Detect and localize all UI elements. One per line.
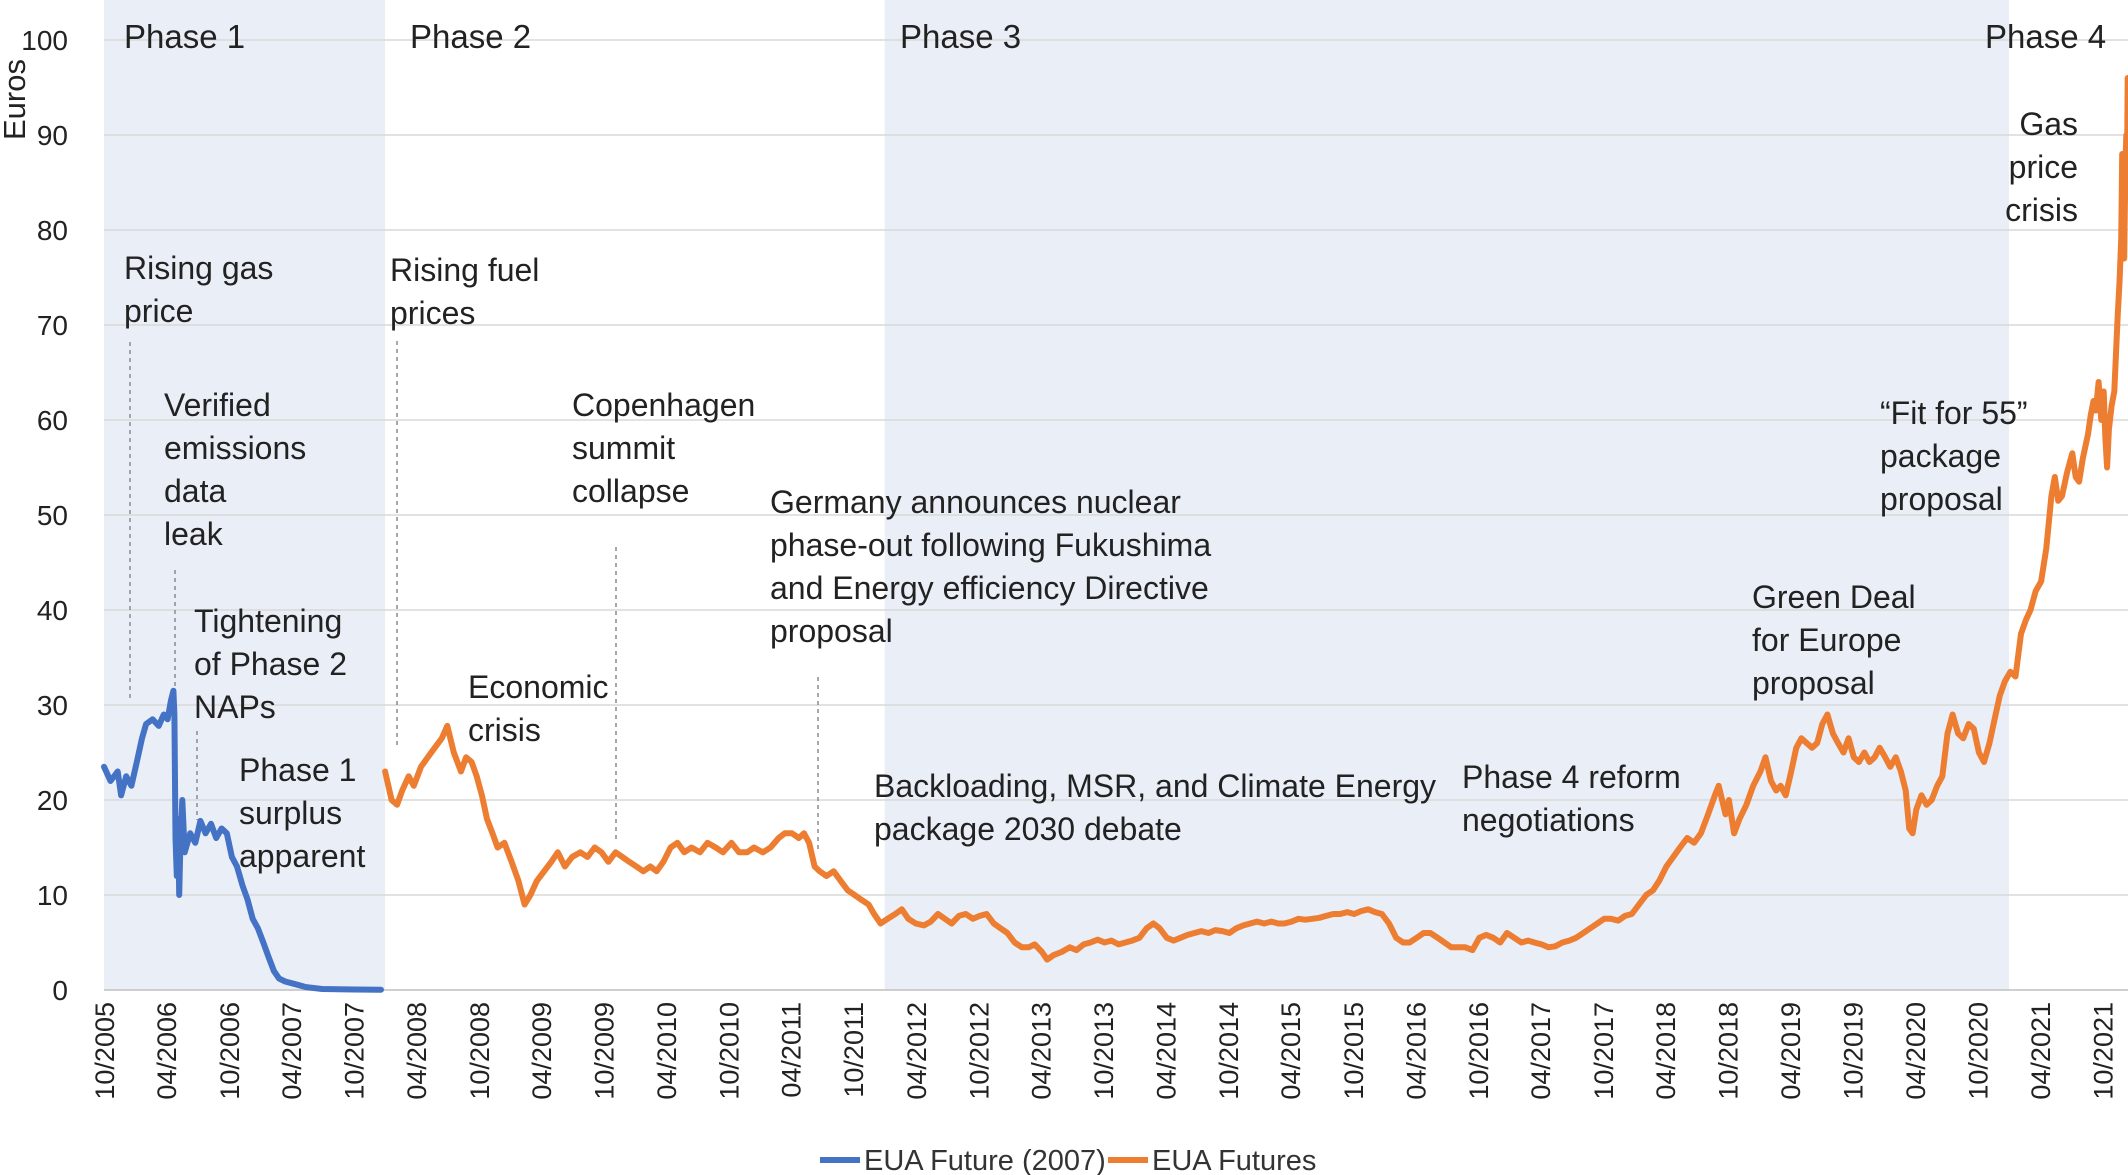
x-tick-label: 10/2009 — [590, 1002, 620, 1100]
legend-label: EUA Future (2007) — [864, 1145, 1106, 1175]
x-tick-label: 04/2009 — [527, 1002, 557, 1100]
y-tick-label: 100 — [21, 25, 68, 56]
event-annotations: Rising gas price Verified emissions data leak… — [124, 106, 2078, 874]
x-tick-label: 04/2018 — [1651, 1002, 1681, 1100]
y-tick-label: 10 — [37, 880, 68, 911]
y-tick-label: 0 — [52, 975, 68, 1006]
x-tick-label: 10/2020 — [1964, 1002, 1994, 1100]
y-tick-label: 30 — [37, 690, 68, 721]
annotation-text: Economic crisis — [468, 669, 609, 748]
x-tick-label: 10/2006 — [215, 1002, 245, 1100]
series-line-1 — [101, 687, 384, 993]
x-tick-label: 10/2015 — [1339, 1002, 1369, 1100]
annotation-text: Phase 4 reform negotiations — [1462, 759, 1681, 838]
x-tick-label: 04/2017 — [1526, 1002, 1556, 1100]
x-tick-label: 10/2016 — [1464, 1002, 1494, 1100]
phase-labels: Phase 1 Phase 2 Phase 3 Phase 4 — [124, 18, 2106, 55]
x-tick-label: 10/2005 — [90, 1002, 120, 1100]
x-tick-label: 10/2019 — [1838, 1002, 1868, 1100]
annotation-text: “Fit for 55” package proposal — [1880, 395, 2028, 517]
y-tick-label: 60 — [37, 405, 68, 436]
annotation-text: Backloading, MSR, and Climate Energy pack… — [874, 768, 1436, 847]
x-tick-label: 04/2014 — [1151, 1002, 1181, 1100]
legend: EUA Future (2007) EUA Futures — [820, 1145, 1316, 1175]
phase-bands — [104, 0, 2010, 990]
x-tick-label: 04/2015 — [1276, 1002, 1306, 1100]
annotation-text: Germany announces nuclear phase-out follo… — [770, 484, 1211, 649]
annotation-text: Phase 1 surplus apparent — [239, 752, 365, 874]
y-tick-label: 70 — [37, 310, 68, 341]
phase-label: Phase 2 — [410, 18, 531, 55]
x-tick-label: 10/2008 — [465, 1002, 495, 1100]
price-series — [101, 75, 2128, 993]
annotation-text: Gas price crisis — [2005, 106, 2078, 228]
x-tick-label: 04/2006 — [152, 1002, 182, 1100]
gridlines — [104, 39, 2128, 991]
x-tick-label: 10/2007 — [340, 1002, 370, 1100]
x-tick-label: 10/2011 — [839, 1002, 869, 1098]
y-tick-label: 80 — [37, 215, 68, 246]
x-tick-label: 04/2013 — [1027, 1002, 1057, 1100]
x-tick-label: 10/2018 — [1714, 1002, 1744, 1100]
x-tick-label: 10/2012 — [964, 1002, 994, 1100]
x-tick-label: 04/2011 — [777, 1002, 807, 1098]
phase-band-3 — [884, 0, 2010, 990]
x-tick-label: 10/2017 — [1589, 1002, 1619, 1100]
x-tick-label: 04/2021 — [2026, 1002, 2056, 1100]
x-tick-label: 04/2008 — [402, 1002, 432, 1100]
phase-label: Phase 4 — [1985, 18, 2106, 55]
x-tick-label: 04/2007 — [277, 1002, 307, 1100]
y-tick-label: 40 — [37, 595, 68, 626]
annotation-text: Rising fuel prices — [390, 252, 539, 331]
x-tick-label: 04/2012 — [902, 1002, 932, 1100]
x-axis-ticks: 10/2005 04/2006 10/2006 04/2007 10/2007 04/20… — [90, 1002, 2118, 1100]
y-tick-label: 20 — [37, 785, 68, 816]
x-tick-label: 10/2014 — [1214, 1002, 1244, 1100]
y-axis-label: Euros — [0, 59, 32, 140]
annotation-text: Copenhagen summit collapse — [572, 387, 755, 509]
legend-label: EUA Futures — [1152, 1145, 1316, 1175]
y-tick-label: 90 — [37, 120, 68, 151]
series-line-2 — [382, 75, 2128, 963]
annotation-guide-lines — [129, 341, 819, 852]
x-tick-label: 04/2016 — [1401, 1002, 1431, 1100]
annotation-text: Verified emissions data leak — [164, 387, 306, 552]
x-tick-label: 04/2010 — [652, 1002, 682, 1100]
phase-band-1 — [104, 0, 386, 990]
y-axis-ticks: 0 10 20 30 40 50 60 70 80 90 100 — [21, 25, 68, 1006]
x-tick-label: 10/2013 — [1089, 1002, 1119, 1100]
y-tick-label: 50 — [37, 500, 68, 531]
x-tick-label: 10/2021 — [2088, 1002, 2118, 1100]
x-tick-label: 10/2010 — [714, 1002, 744, 1100]
annotation-text: Green Deal for Europe proposal — [1752, 579, 1916, 701]
x-tick-label: 04/2020 — [1901, 1002, 1931, 1100]
x-tick-label: 04/2019 — [1776, 1002, 1806, 1100]
phase-label: Phase 3 — [900, 18, 1021, 55]
phase-label: Phase 1 — [124, 18, 245, 55]
annotation-text: Rising gas price — [124, 250, 273, 329]
annotation-text: Tightening of Phase 2 NAPs — [194, 603, 347, 725]
